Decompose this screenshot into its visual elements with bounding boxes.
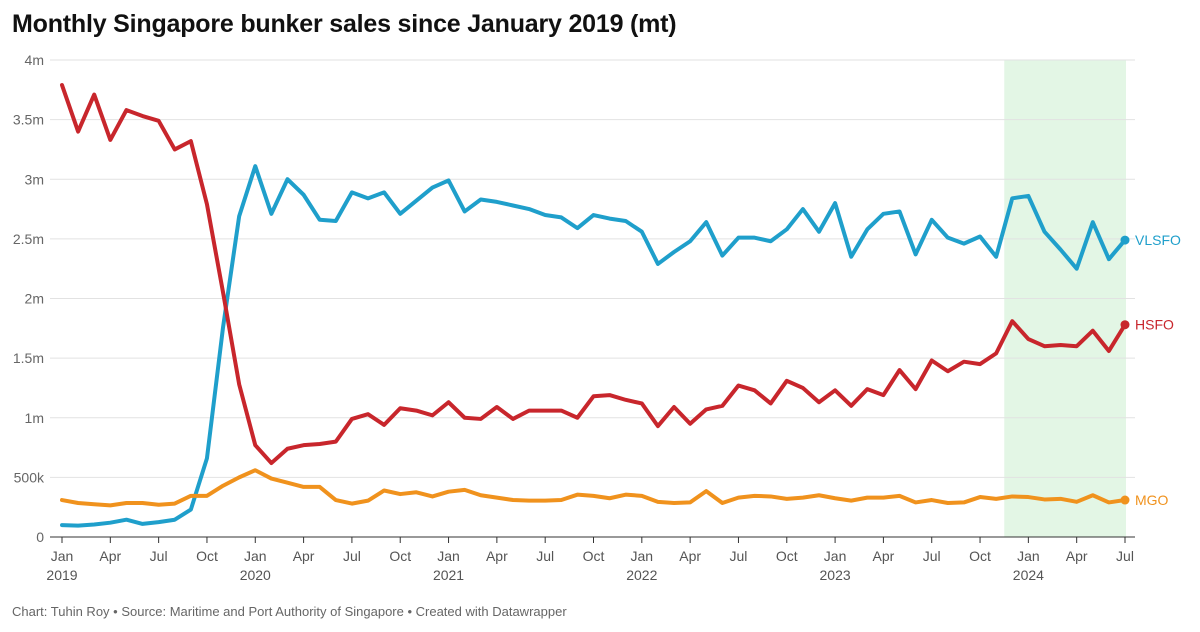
y-tick-label: 1.5m (13, 350, 44, 366)
series-end-point-mgo (1120, 495, 1130, 505)
x-tick-label: Jan (1017, 548, 1040, 564)
x-tick-label: Jul (150, 548, 168, 564)
x-tick-label: Jan (244, 548, 267, 564)
x-tick-label: Apr (293, 548, 315, 564)
line-chart: 0 500k 1m 1.5m 2m 2.5m 3m 3.5m 4m Jan 2019 Apr Jul O… (13, 52, 1181, 583)
y-tick-label: 1m (25, 410, 44, 426)
x-tick-label: Apr (1066, 548, 1088, 564)
chart-footer: Chart: Tuhin Roy • Source: Maritime and … (12, 604, 567, 619)
series-end-point-vlsfo (1120, 235, 1130, 245)
x-year-label: 2024 (1013, 567, 1044, 583)
x-tick-label: Jan (437, 548, 460, 564)
series-line-mgo (60, 468, 1127, 508)
x-year-label: 2019 (46, 567, 77, 583)
x-year-label: 2021 (433, 567, 464, 583)
grid-layer: 0 500k 1m 1.5m 2m 2.5m 3m 3.5m 4m (13, 52, 1135, 545)
x-axis: Jan 2019 Apr Jul Oct Jan 2020 Apr Jul Oct Jan 2021 A… (46, 537, 1134, 583)
x-year-label: 2020 (240, 567, 271, 583)
series-line-hsfo (60, 83, 1127, 466)
x-tick-label: Apr (679, 548, 701, 564)
series-layer: VLSFO HSFO MGO (60, 83, 1181, 528)
x-tick-label: Oct (583, 548, 605, 564)
series-line-vlsfo (60, 164, 1127, 528)
x-tick-label: Apr (99, 548, 121, 564)
series-label-mgo: MGO (1135, 492, 1169, 508)
y-tick-label: 500k (14, 469, 45, 485)
x-tick-label: Apr (873, 548, 895, 564)
y-tick-label: 4m (25, 52, 44, 68)
y-tick-label: 3.5m (13, 112, 44, 128)
y-tick-label: 3m (25, 171, 44, 187)
x-tick-label: Jul (730, 548, 748, 564)
x-tick-label: Oct (969, 548, 991, 564)
x-tick-label: Jan (824, 548, 847, 564)
chart-title: Monthly Singapore bunker sales since Jan… (12, 10, 677, 38)
x-tick-label: Oct (389, 548, 411, 564)
x-tick-label: Jul (536, 548, 554, 564)
y-tick-label: 2m (25, 291, 44, 307)
x-tick-label: Jul (343, 548, 361, 564)
x-tick-label: Oct (196, 548, 218, 564)
x-tick-label: Jul (923, 548, 941, 564)
x-tick-label: Apr (486, 548, 508, 564)
series-label-vlsfo: VLSFO (1135, 232, 1181, 248)
y-tick-label: 2.5m (13, 231, 44, 247)
series-end-point-hsfo (1120, 320, 1130, 330)
series-label-hsfo: HSFO (1135, 317, 1174, 333)
x-tick-label: Jan (631, 548, 654, 564)
x-tick-label: Oct (776, 548, 798, 564)
x-tick-label: Jul (1116, 548, 1134, 564)
x-tick-label: Jan (51, 548, 74, 564)
x-year-label: 2022 (626, 567, 657, 583)
y-tick-label: 0 (36, 529, 44, 545)
x-year-label: 2023 (820, 567, 851, 583)
